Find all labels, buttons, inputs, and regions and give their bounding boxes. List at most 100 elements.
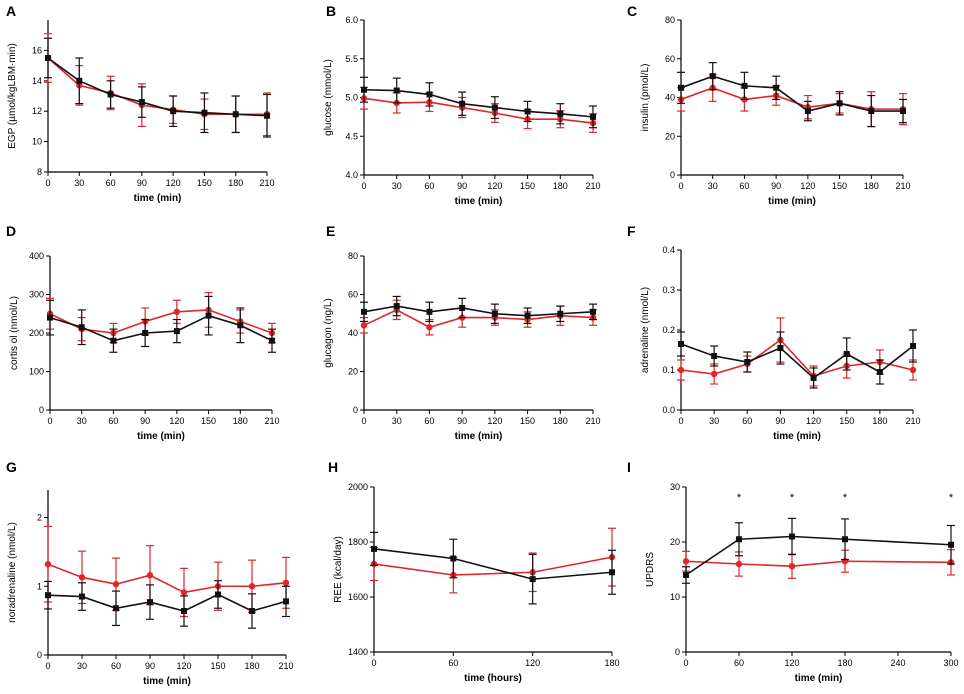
x-tick-label: 240 xyxy=(890,658,905,668)
data-point xyxy=(529,576,536,583)
series-black xyxy=(46,295,276,353)
series-line xyxy=(680,86,903,110)
y-axis-title: cortis ol (nmol/L) xyxy=(9,296,20,370)
data-point xyxy=(361,308,367,315)
x-tick-label: 90 xyxy=(145,661,155,671)
x-tick-label: 90 xyxy=(771,181,781,191)
x-tick-label: 0 xyxy=(47,416,52,426)
data-point xyxy=(282,579,290,587)
data-point xyxy=(744,359,751,365)
data-point xyxy=(110,337,117,344)
x-tick-label: 60 xyxy=(734,658,744,668)
y-tick-label: 60 xyxy=(348,290,358,300)
x-tick-label: 210 xyxy=(264,416,279,426)
data-point xyxy=(609,569,615,576)
data-point xyxy=(677,366,685,374)
data-point xyxy=(459,304,466,311)
panel-e: E 0 20 40 60 80 0 30 60 90 120 150 180 210 time (min) g… xyxy=(323,223,601,442)
series-black xyxy=(370,531,616,605)
y-tick-label: 400 xyxy=(29,251,44,261)
data-point xyxy=(557,310,564,317)
y-axis-title: insulin (pmol/L) xyxy=(640,64,651,132)
series-black xyxy=(677,329,917,389)
x-tick-label: 0 xyxy=(361,416,366,426)
x-tick-label: 180 xyxy=(233,416,248,426)
y-tick-label: 1600 xyxy=(348,592,368,602)
y-axis-title: noradrenaline (nmol/L) xyxy=(7,522,18,623)
x-tick-label: 0 xyxy=(45,661,50,671)
x-tick-label: 120 xyxy=(525,658,540,668)
x-tick-label: 180 xyxy=(604,658,619,668)
series-line xyxy=(685,560,952,568)
panel-letter: C xyxy=(627,3,637,19)
series-line xyxy=(363,97,594,124)
x-tick-label: 0 xyxy=(678,416,683,426)
x-tick-label: 60 xyxy=(739,181,749,191)
data-point xyxy=(181,608,187,614)
x-tick-label: 210 xyxy=(895,181,910,191)
data-point xyxy=(842,536,848,543)
data-point xyxy=(909,366,917,374)
data-point xyxy=(557,110,564,117)
series-line xyxy=(680,343,914,380)
series-red xyxy=(682,549,955,579)
x-tick-label: 150 xyxy=(520,181,535,191)
data-point xyxy=(78,324,85,331)
data-point xyxy=(138,99,145,106)
series-line xyxy=(680,75,903,112)
y-tick-label: 20 xyxy=(348,367,358,377)
panel-letter: G xyxy=(6,459,17,475)
x-axis-title: time (min) xyxy=(455,196,503,207)
data-point xyxy=(682,558,690,565)
data-point xyxy=(237,322,244,329)
x-tick-label: 90 xyxy=(140,416,150,426)
x-tick-label: 60 xyxy=(424,181,434,191)
y-tick-label: 14 xyxy=(32,76,42,86)
data-point xyxy=(371,545,377,552)
x-axis-title: time (hours) xyxy=(464,673,522,684)
data-point xyxy=(78,574,86,581)
y-tick-label: 0 xyxy=(675,647,680,657)
series-black xyxy=(677,62,907,128)
y-tick-label: 4.0 xyxy=(345,170,358,180)
data-point xyxy=(736,536,742,543)
data-point xyxy=(735,560,743,568)
series-line xyxy=(47,57,268,117)
x-tick-label: 30 xyxy=(74,178,84,188)
x-axis-title: time (min) xyxy=(768,196,816,207)
x-tick-label: 0 xyxy=(361,181,366,191)
y-tick-label: 10 xyxy=(32,137,42,147)
y-tick-label: 10 xyxy=(670,592,680,602)
x-tick-label: 60 xyxy=(424,416,434,426)
y-tick-label: 80 xyxy=(348,251,358,261)
y-tick-label: 80 xyxy=(665,15,675,25)
data-point xyxy=(741,82,748,89)
x-axis-title: time (min) xyxy=(134,193,182,204)
data-point xyxy=(79,593,85,600)
data-point xyxy=(426,324,433,331)
x-tick-label: 210 xyxy=(259,178,274,188)
data-point xyxy=(283,598,289,605)
data-point xyxy=(180,589,188,596)
y-tick-label: 4.5 xyxy=(345,131,358,141)
x-tick-label: 210 xyxy=(905,416,920,426)
data-point xyxy=(173,328,180,335)
data-point xyxy=(146,572,154,579)
panel-letter: A xyxy=(6,3,16,19)
panel-h: H 1400 1600 1800 2000 0 60 120 180 time (hours) RE… xyxy=(328,459,620,684)
y-axis-title: EGP (µmol/kgLBM·min) xyxy=(7,43,18,149)
x-tick-label: 30 xyxy=(392,416,402,426)
data-point xyxy=(215,591,221,598)
y-tick-label: 5.5 xyxy=(345,54,358,64)
x-tick-label: 90 xyxy=(457,181,467,191)
series-black xyxy=(44,37,271,138)
x-tick-label: 120 xyxy=(169,416,184,426)
data-point xyxy=(683,572,689,578)
data-point xyxy=(205,312,212,319)
series-line xyxy=(49,314,273,342)
data-point xyxy=(426,91,433,98)
y-tick-label: 0.0 xyxy=(662,405,675,415)
data-point xyxy=(107,91,114,98)
series-red xyxy=(360,86,597,133)
